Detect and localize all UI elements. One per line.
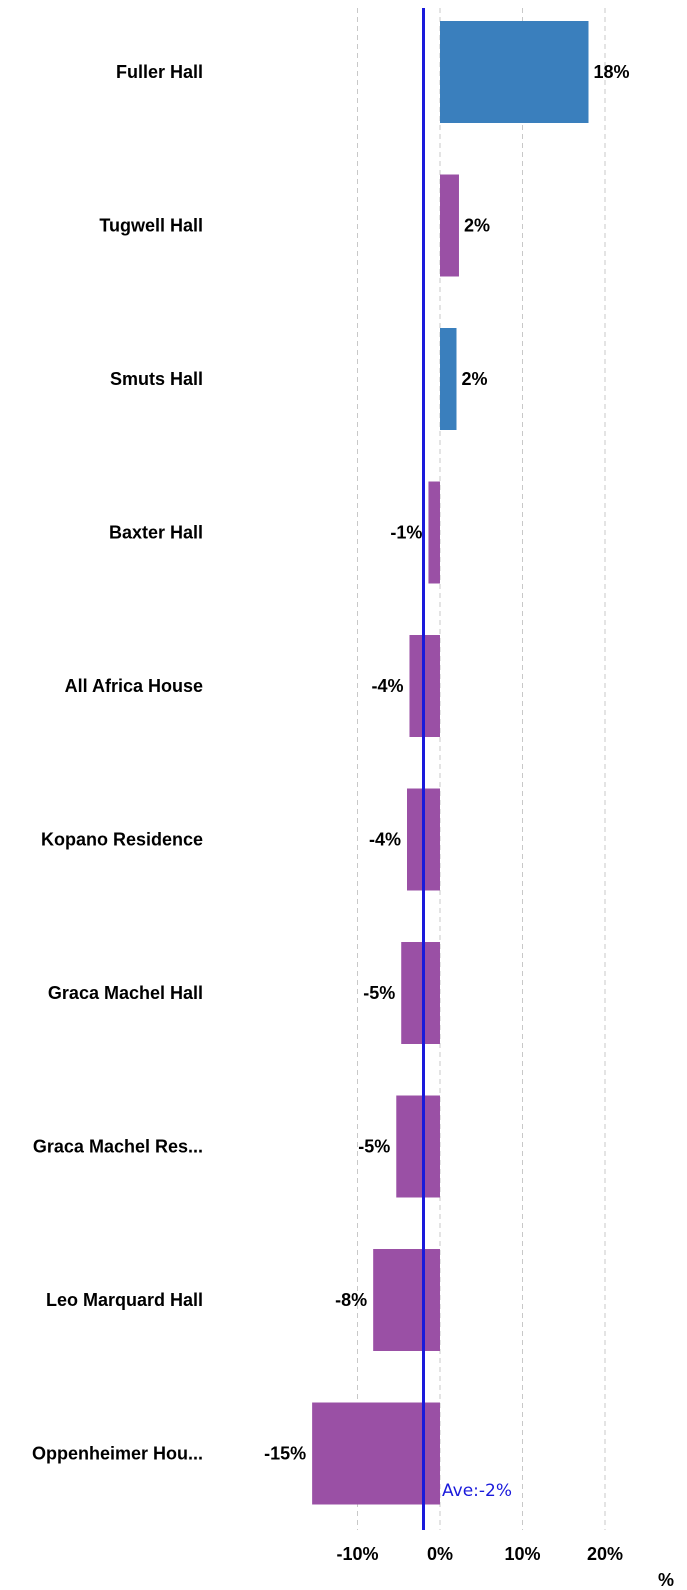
bar xyxy=(396,1095,440,1198)
value-label: -1% xyxy=(390,523,422,543)
average-line-group: Ave:-2% xyxy=(422,8,512,1530)
value-label: 2% xyxy=(464,216,490,236)
value-label: -8% xyxy=(335,1290,367,1310)
bar xyxy=(440,21,589,123)
value-label: -4% xyxy=(371,676,403,696)
average-label: Ave:-2% xyxy=(442,1481,512,1501)
bar xyxy=(312,1402,440,1505)
category-label: Smuts Hall xyxy=(110,369,203,389)
bar xyxy=(428,481,440,584)
x-axis-title: % xyxy=(658,1570,674,1590)
category-label: Tugwell Hall xyxy=(99,216,203,236)
x-tick-label: 20% xyxy=(587,1544,623,1564)
category-labels: Fuller Hall Tugwell Hall Smuts Hall Baxter … xyxy=(32,62,203,1464)
category-label: Leo Marquard Hall xyxy=(46,1290,203,1310)
value-label: -5% xyxy=(363,983,395,1003)
value-label: 18% xyxy=(594,62,630,82)
bar xyxy=(440,174,459,277)
value-label: -4% xyxy=(369,830,401,850)
bar xyxy=(440,328,457,430)
x-tick-label: 10% xyxy=(504,1544,540,1564)
x-tick-labels: -10% 0% 10% 20% xyxy=(336,1544,623,1564)
category-label: All Africa House xyxy=(65,676,203,696)
bar xyxy=(373,1249,440,1351)
category-label: Baxter Hall xyxy=(109,523,203,543)
x-tick-label: -10% xyxy=(336,1544,378,1564)
category-label: Graca Machel Hall xyxy=(48,983,203,1003)
category-label: Oppenheimer Hou... xyxy=(32,1444,203,1464)
category-label: Kopano Residence xyxy=(41,830,203,850)
value-label: 2% xyxy=(462,369,488,389)
bars xyxy=(312,21,589,1505)
value-label: -5% xyxy=(358,1137,390,1157)
category-label: Fuller Hall xyxy=(116,62,203,82)
x-tick-label: 0% xyxy=(427,1544,453,1564)
value-labels: 18% 2% 2% -1% -4% -4% -5% -5% -8% -15% xyxy=(264,62,629,1464)
bar xyxy=(401,942,440,1044)
value-label: -15% xyxy=(264,1444,306,1464)
category-label: Graca Machel Res... xyxy=(33,1137,203,1157)
